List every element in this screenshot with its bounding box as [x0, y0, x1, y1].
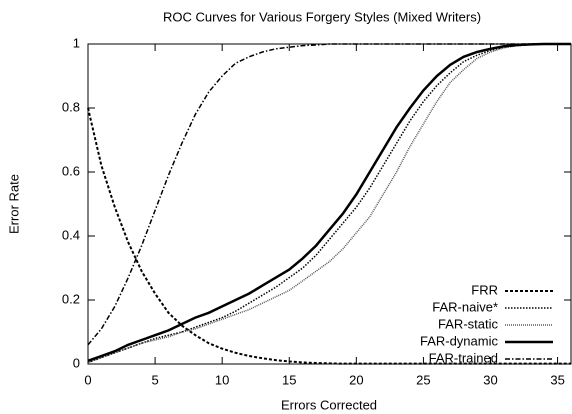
series-line [87, 107, 571, 365]
x-tick-label: 25 [416, 372, 430, 387]
y-tick-label: 0 [73, 355, 80, 370]
x-axis-label: Errors Corrected [281, 397, 377, 412]
x-tick-label: 35 [550, 372, 564, 387]
legend-label: FAR-static [438, 316, 498, 331]
x-tick-label: 0 [84, 372, 91, 387]
x-tick-label: 15 [282, 372, 296, 387]
x-tick-label: 10 [215, 372, 229, 387]
x-tick-label: 20 [349, 372, 363, 387]
y-tick-label: 0.4 [62, 227, 80, 242]
chart-title: ROC Curves for Various Forgery Styles (M… [163, 9, 481, 24]
y-tick-label: 0.8 [62, 99, 80, 114]
series-line [87, 43, 571, 346]
x-tick-label: 5 [151, 372, 158, 387]
legend-label: FRR [471, 282, 498, 297]
y-tick-label: 1 [73, 35, 80, 50]
series-line [87, 43, 571, 364]
legend-label: FAR-trained [429, 350, 498, 365]
series-line [87, 42, 571, 362]
plot-border [87, 43, 572, 365]
y-tick-label: 0.2 [62, 291, 80, 306]
y-tick-label: 0.6 [62, 163, 80, 178]
legend-label: FAR-dynamic [420, 333, 499, 348]
legend-label: FAR-naive* [432, 299, 498, 314]
y-axis-label: Error Rate [6, 174, 21, 234]
x-tick-label: 30 [483, 372, 497, 387]
series-line [87, 43, 571, 364]
